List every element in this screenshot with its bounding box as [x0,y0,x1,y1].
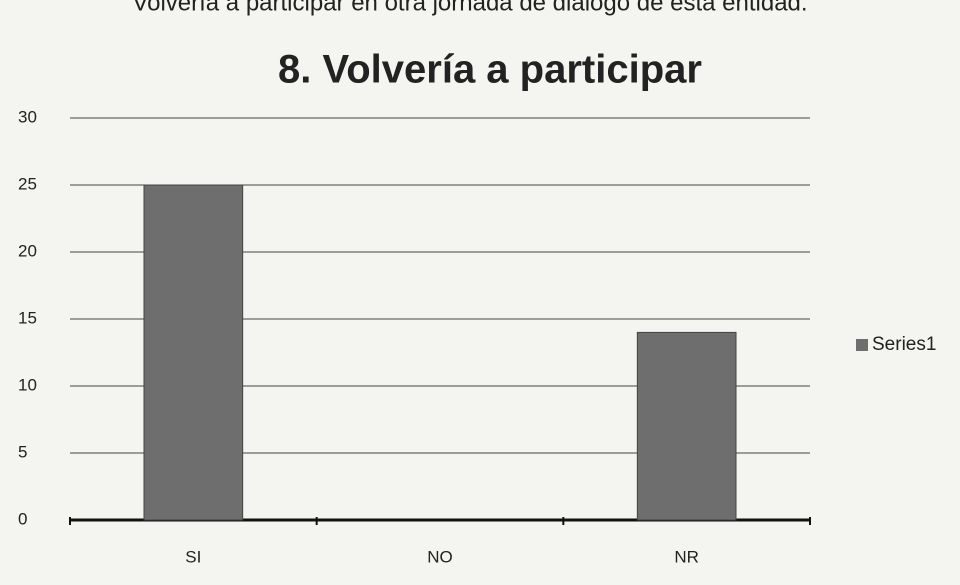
y-tick-label: 25 [18,174,37,193]
legend-swatch [856,339,868,351]
bar [636,331,737,521]
bar [143,184,244,521]
y-tick-label: 30 [18,107,37,126]
x-tick-label: SI [185,547,201,566]
y-tick-label: 10 [18,375,37,394]
y-tick-label: 20 [18,241,37,260]
y-tick-label: 15 [18,308,37,327]
x-tick-label: NR [674,547,699,566]
heading: Volvería a participar en otra jornada de… [132,0,807,16]
x-tick-label: NO [427,547,453,566]
y-tick-label: 5 [18,442,27,461]
chart-title: 8. Volvería a participar [278,48,702,92]
legend-label: Series1 [872,334,936,355]
y-tick-label: 0 [18,509,27,528]
